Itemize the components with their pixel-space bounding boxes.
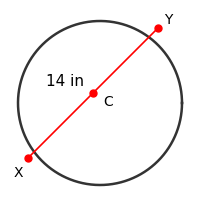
Text: Y: Y <box>164 13 172 27</box>
Text: C: C <box>103 95 113 109</box>
Text: X: X <box>13 166 23 180</box>
Text: 14 in: 14 in <box>46 74 84 90</box>
